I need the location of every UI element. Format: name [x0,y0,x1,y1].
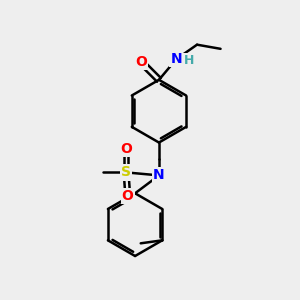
Text: N: N [153,168,165,182]
Text: O: O [120,142,132,155]
Text: N: N [170,52,182,66]
Text: O: O [135,55,147,69]
Text: O: O [122,189,134,203]
Text: H: H [184,54,194,67]
Text: S: S [121,165,131,179]
